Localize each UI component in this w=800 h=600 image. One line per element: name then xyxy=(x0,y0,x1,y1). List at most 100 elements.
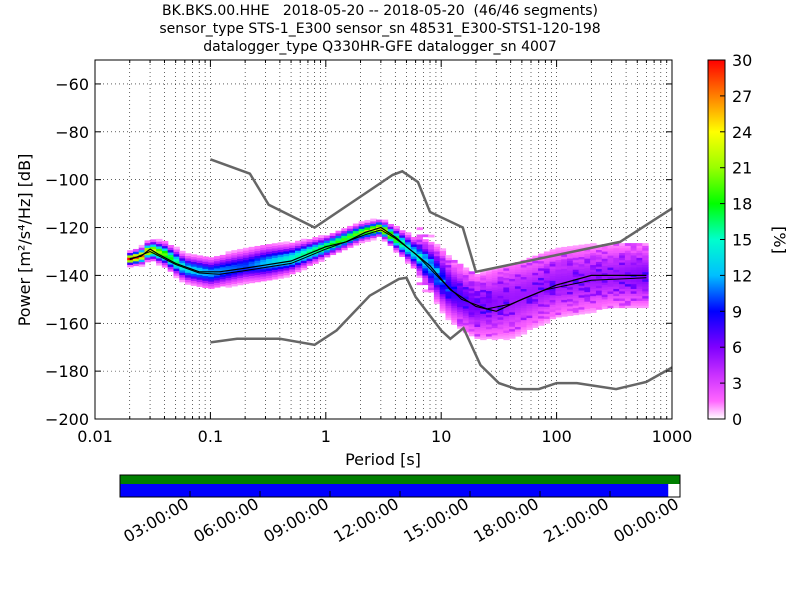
psd-cell xyxy=(520,293,528,297)
psd-cell xyxy=(578,268,585,272)
psd-cell xyxy=(474,319,481,323)
psd-cell xyxy=(642,295,649,299)
psd-cell xyxy=(497,285,504,289)
psd-cell xyxy=(451,322,458,325)
psd-cell xyxy=(503,279,510,283)
timeline-tick-label: 09:00:00 xyxy=(260,494,332,546)
psd-cell xyxy=(491,318,499,321)
psd-cell xyxy=(173,275,180,279)
psd-cell xyxy=(474,278,481,282)
psd-cell xyxy=(538,322,545,326)
psd-cell xyxy=(520,305,528,309)
psd-cell xyxy=(318,251,325,255)
psd-cell xyxy=(445,305,452,309)
psd-cell xyxy=(514,305,522,308)
psd-cell xyxy=(509,323,516,327)
psd-cell xyxy=(601,303,609,307)
psd-cell xyxy=(364,224,371,228)
psd-cell xyxy=(514,312,522,316)
psd-cell xyxy=(231,276,238,280)
psd-cell xyxy=(387,231,394,234)
psd-cell xyxy=(439,272,447,276)
psd-cell xyxy=(208,276,215,280)
psd-cell xyxy=(410,246,418,250)
psd-cell xyxy=(474,321,481,325)
psd-cell xyxy=(538,294,545,298)
psd-cell xyxy=(468,271,476,275)
psd-cell xyxy=(237,256,244,259)
psd-cell xyxy=(607,250,614,254)
psd-cell xyxy=(213,263,221,267)
psd-cell xyxy=(138,244,146,248)
psd-cell xyxy=(607,248,614,251)
psd-cell xyxy=(636,245,643,249)
psd-cell xyxy=(306,253,313,257)
psd-cell xyxy=(260,257,267,260)
psd-cell xyxy=(491,334,499,338)
psd-cell xyxy=(555,250,562,253)
psd-cell xyxy=(514,273,522,277)
psd-cell xyxy=(636,247,643,251)
psd-cell xyxy=(549,304,557,308)
psd-cell xyxy=(445,312,452,316)
psd-cell xyxy=(173,258,180,262)
psd-cell xyxy=(196,264,204,268)
psd-cell xyxy=(509,316,516,320)
psd-cell xyxy=(150,241,157,245)
psd-cell xyxy=(433,286,441,290)
psd-cell xyxy=(561,282,568,286)
psd-cell xyxy=(613,267,620,270)
psd-cell xyxy=(509,271,516,275)
psd-cell xyxy=(532,315,539,319)
psd-cell xyxy=(567,308,574,312)
psd-cell xyxy=(439,267,447,271)
psd-cell xyxy=(624,278,632,282)
psd-cell xyxy=(549,275,557,279)
psd-cell xyxy=(607,269,614,273)
psd-cell xyxy=(474,309,481,313)
psd-cell xyxy=(526,322,533,326)
psd-cell xyxy=(624,302,632,306)
psd-cell xyxy=(636,302,643,306)
psd-cell xyxy=(196,274,204,278)
colorbar-tick-label: 3 xyxy=(732,374,742,393)
psd-cell xyxy=(567,294,574,297)
psd-cell xyxy=(445,274,452,278)
psd-cell xyxy=(225,277,232,281)
timeline-tick-label: 18:00:00 xyxy=(470,494,542,546)
colorbar-tick-label: 30 xyxy=(732,51,752,70)
psd-cell xyxy=(439,265,447,268)
psd-cell xyxy=(404,249,412,252)
psd-cell xyxy=(572,290,580,294)
psd-cell xyxy=(578,285,585,289)
psd-cell xyxy=(491,282,499,286)
psd-cell xyxy=(416,260,423,264)
psd-cell xyxy=(543,284,551,288)
psd-cell xyxy=(543,299,551,303)
y-tick-label: −140 xyxy=(45,266,89,285)
psd-cell xyxy=(335,230,342,234)
psd-cell xyxy=(567,272,574,276)
psd-cell xyxy=(225,263,232,267)
psd-cell xyxy=(636,267,643,270)
psd-cell xyxy=(549,302,557,305)
psd-cell xyxy=(497,293,504,296)
psd-cell xyxy=(555,307,562,311)
psd-cell xyxy=(572,271,580,275)
psd-cell xyxy=(208,259,215,263)
psd-cell xyxy=(468,283,476,287)
psd-cell xyxy=(173,249,180,252)
psd-cell xyxy=(555,312,562,316)
psd-cell xyxy=(520,288,528,292)
psd-cell xyxy=(567,255,574,259)
psd-cell xyxy=(636,293,643,297)
psd-cell xyxy=(451,267,458,270)
psd-cell xyxy=(387,235,394,239)
psd-cell xyxy=(532,265,539,269)
psd-cell xyxy=(480,287,487,290)
psd-cell xyxy=(457,311,464,315)
psd-cell xyxy=(578,290,585,293)
psd-cell xyxy=(503,327,510,331)
psd-cell xyxy=(271,269,279,273)
psd-cell xyxy=(468,323,476,327)
